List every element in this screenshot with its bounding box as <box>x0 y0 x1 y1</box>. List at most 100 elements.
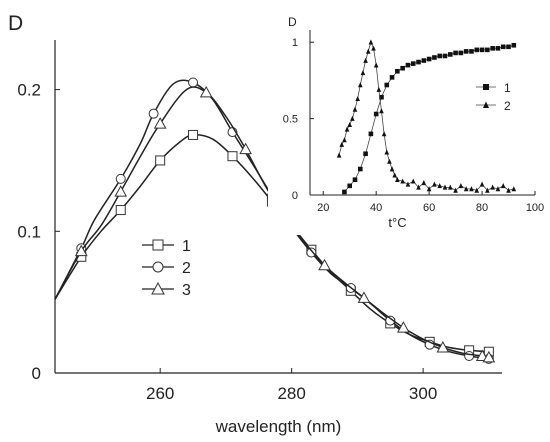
inset-data-point <box>400 178 405 184</box>
inset-data-point <box>421 58 427 63</box>
inset-data-point <box>500 183 506 189</box>
inset-data-point <box>458 183 464 189</box>
main-legend-marker <box>152 239 164 251</box>
main-data-point <box>227 151 238 162</box>
main-data-point <box>74 244 88 257</box>
inset-legend-label: 2 <box>504 99 511 113</box>
inset-data-point <box>442 53 448 59</box>
inset-x-tick-label: 20 <box>317 202 329 214</box>
main-y-tick-label: 0.1 <box>17 222 41 241</box>
inset-data-point <box>416 184 421 190</box>
main-data-point <box>357 291 371 303</box>
inset-legend-marker <box>483 84 489 90</box>
inset-data-point <box>352 106 358 112</box>
inset-data-point <box>371 45 376 51</box>
inset-data-point <box>347 121 353 128</box>
inset-data-point <box>357 82 363 88</box>
inset-legend-label: 1 <box>504 81 511 95</box>
inset-data-point <box>453 50 458 56</box>
inset-data-point <box>373 62 379 68</box>
inset-data-point <box>447 52 453 57</box>
inset-data-point <box>416 59 421 65</box>
inset-data-point <box>511 42 517 48</box>
inset-data-point <box>355 95 360 102</box>
inset-data-point <box>485 187 490 193</box>
inset-data-point <box>426 56 432 62</box>
main-legend-marker <box>152 261 164 273</box>
inset-data-point <box>400 65 405 71</box>
inset-data-point <box>336 152 342 158</box>
inset-data-point <box>395 176 400 183</box>
inset-data-point <box>344 126 350 132</box>
inset-data-point <box>381 131 387 137</box>
main-data-point <box>188 129 199 140</box>
inset-x-tick-label: 80 <box>476 202 488 214</box>
inset-data-point <box>342 137 347 143</box>
inset-x-tick-label: 60 <box>423 202 435 214</box>
inset-background <box>268 18 550 235</box>
inset-legend-item: 2 <box>476 99 511 113</box>
main-legend-item: 1 <box>142 238 191 255</box>
inset-data-point <box>363 151 368 157</box>
inset-data-point <box>410 61 416 66</box>
inset-data-point <box>405 181 411 187</box>
inset-data-point <box>442 184 448 190</box>
inset-data-point <box>384 82 390 88</box>
main-y-axis-label: D <box>8 12 23 35</box>
inset-data-point <box>368 39 374 45</box>
inset-data-point <box>373 111 379 117</box>
inset-data-point <box>421 179 427 186</box>
inset-data-point <box>360 69 366 76</box>
inset-data-point <box>395 68 400 74</box>
main-x-tick-label: 300 <box>409 384 437 403</box>
main-data-point <box>148 108 159 119</box>
inset-data-point <box>437 53 443 59</box>
inset-data-point <box>500 44 506 50</box>
inset-data-point <box>392 172 398 178</box>
inset-data-point <box>506 187 511 193</box>
inset-data-point <box>389 75 395 80</box>
main-data-point <box>115 205 126 216</box>
inset-legend-marker <box>483 101 489 108</box>
main-data-point <box>306 247 317 258</box>
inset-x-tick-label: 100 <box>526 202 544 214</box>
inset-data-point <box>463 49 469 54</box>
inset-data-point <box>405 62 411 68</box>
main-legend-label: 2 <box>182 260 191 277</box>
inset-data-point <box>495 46 501 51</box>
inset-data-point <box>352 177 358 183</box>
inset-data-point <box>469 49 474 54</box>
inset-legend-item: 1 <box>476 81 511 95</box>
inset-y-tick-label: 0 <box>292 190 298 202</box>
inset-data-point <box>479 47 485 53</box>
main-data-point <box>199 85 213 98</box>
inset-data-point <box>384 149 390 155</box>
main-legend-item: 2 <box>142 260 191 277</box>
inset-x-axis-label: t°C <box>388 215 406 230</box>
inset-data-point <box>368 131 374 137</box>
main-data-point <box>114 185 128 197</box>
inset-data-point <box>463 186 469 192</box>
inset-data-point <box>474 187 480 193</box>
main-x-tick-label: 260 <box>146 384 174 403</box>
inset-data-point <box>485 47 490 53</box>
main-data-point <box>318 258 331 271</box>
main-legend: 1 2 3 <box>142 238 191 299</box>
inset-data-point <box>339 141 345 147</box>
inset-data-point <box>347 183 353 189</box>
main-data-point <box>155 155 166 166</box>
main-data-point <box>385 315 396 326</box>
inset-data-point <box>437 183 443 189</box>
main-legend-marker <box>151 281 165 295</box>
inset-data-point <box>363 57 368 63</box>
inset-data-point <box>376 86 382 92</box>
inset-series-1 <box>342 42 517 195</box>
inset-axes: 0 0.5 1 20 40 60 80 100 Dt°C <box>283 15 544 230</box>
main-data-point <box>188 77 199 88</box>
inset-data-point <box>365 48 371 54</box>
inset-data-point <box>490 46 495 51</box>
main-legend-label: 3 <box>182 282 191 299</box>
